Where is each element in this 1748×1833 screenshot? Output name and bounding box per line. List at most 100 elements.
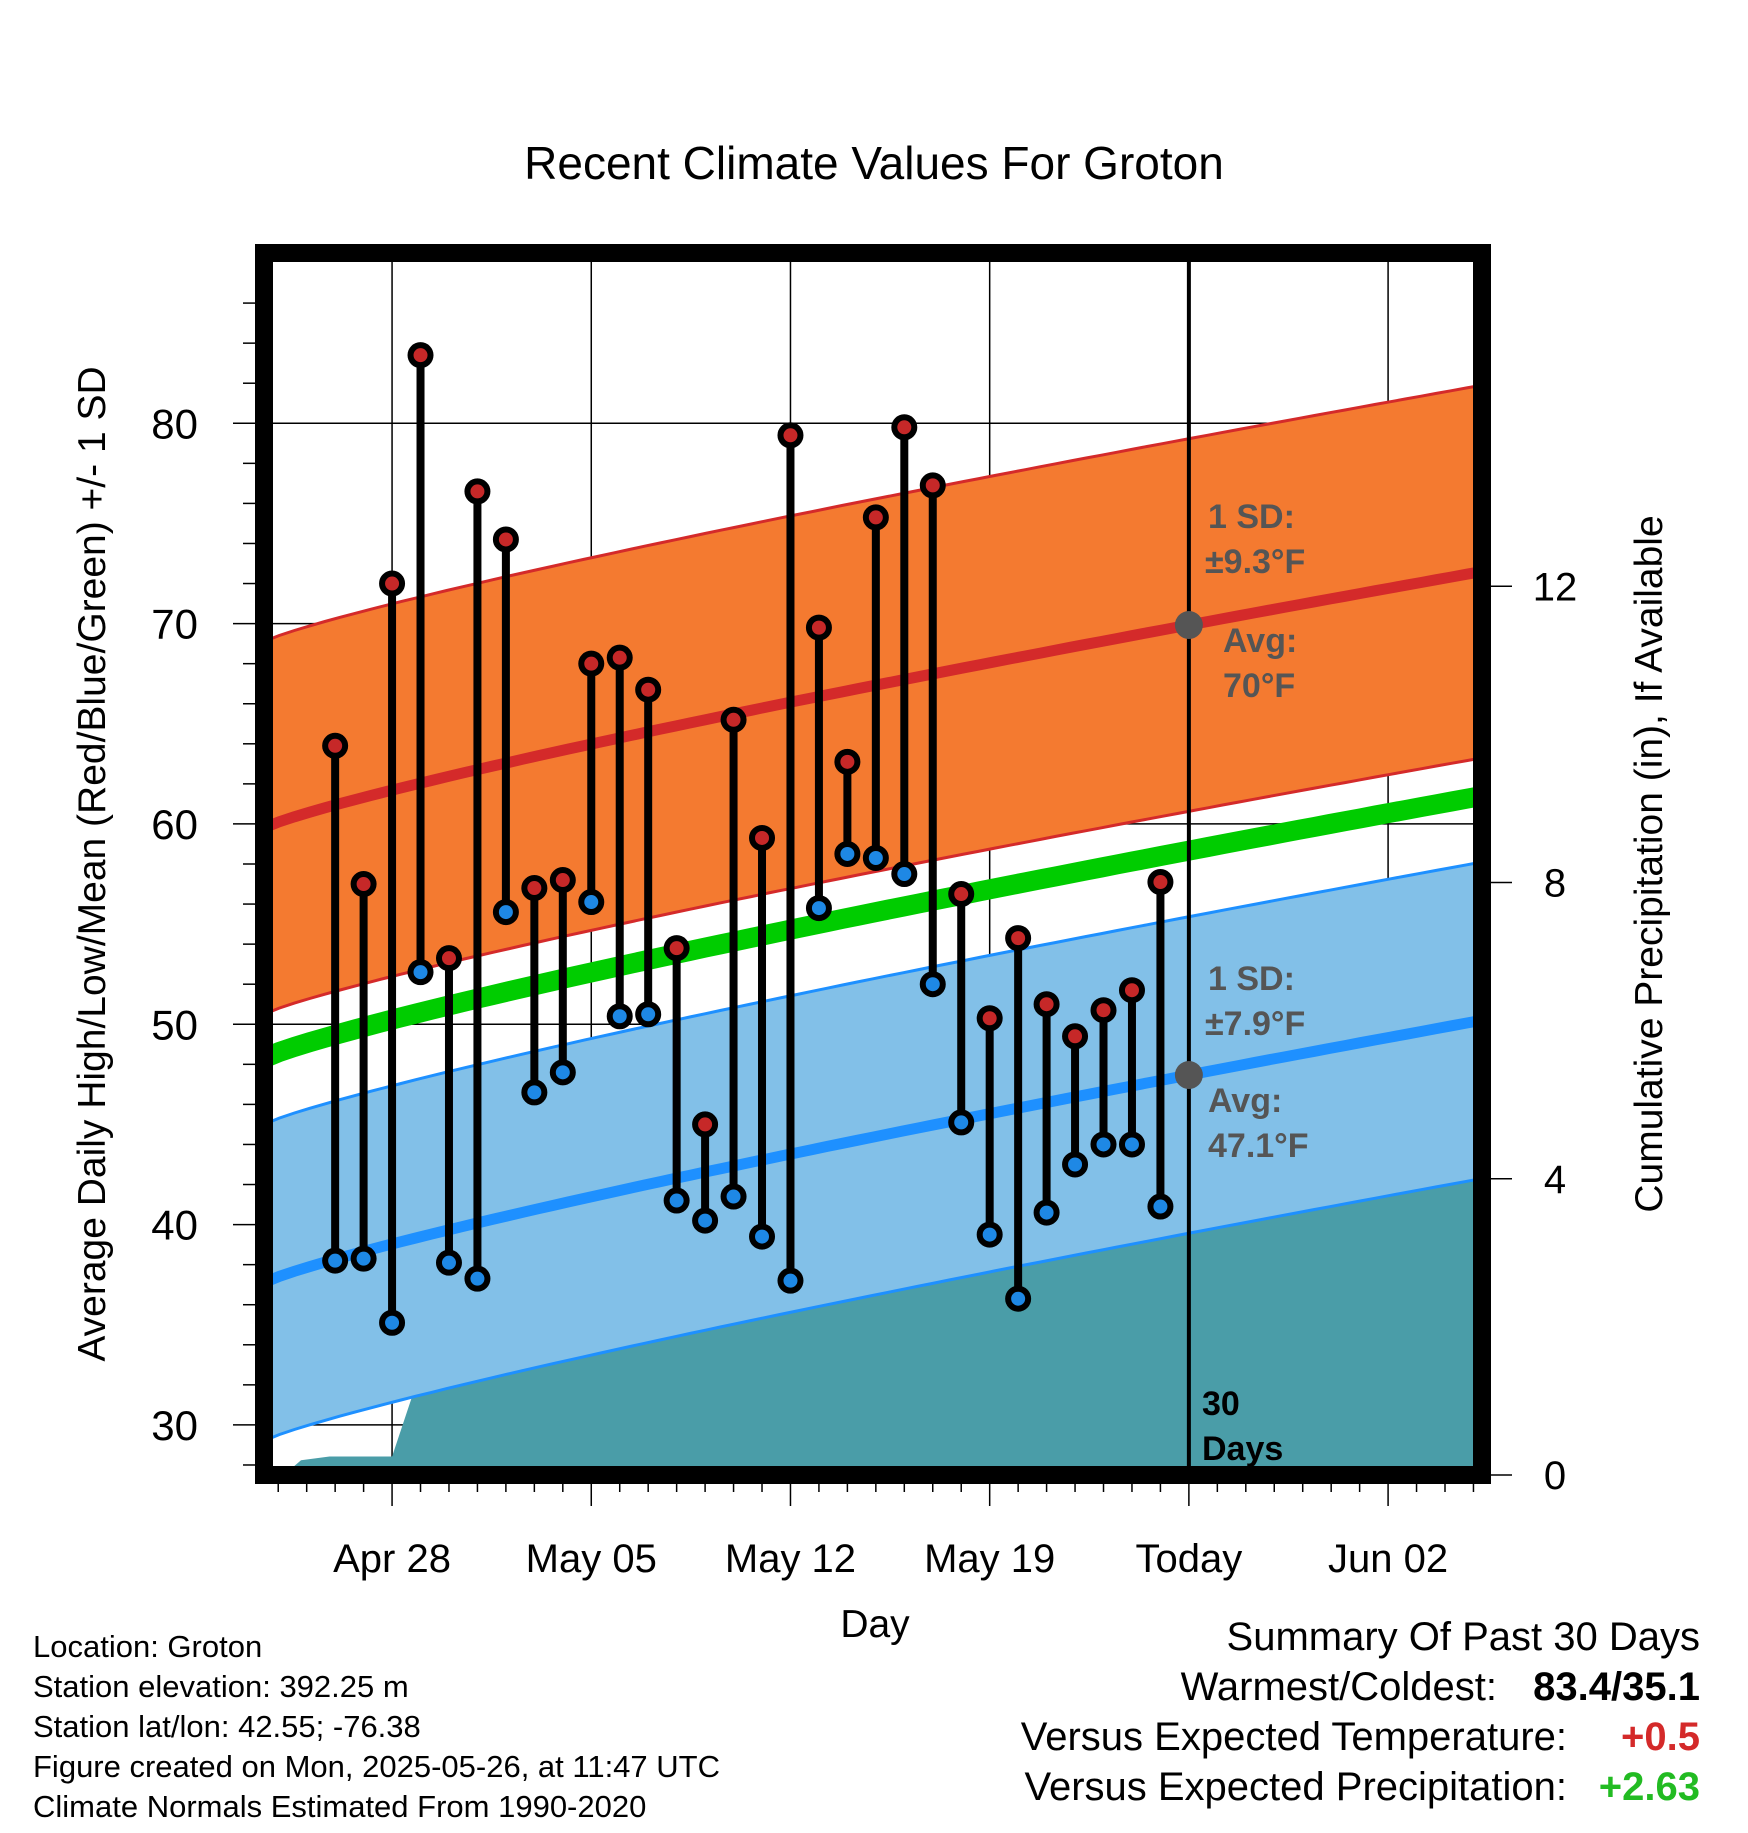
daily-low-point [435, 1249, 462, 1276]
right-axis: 0 4 8 12 [1491, 565, 1577, 1498]
daily-low-point [464, 1265, 491, 1292]
daily-observation [350, 871, 377, 1272]
daily-high-point [1118, 977, 1145, 1004]
daily-observation [1147, 869, 1174, 1220]
daily-high-point [692, 1111, 719, 1138]
daily-observation [578, 650, 605, 916]
daily-low-point [720, 1183, 747, 1210]
daily-low-point [379, 1309, 406, 1336]
daily-low-point [1033, 1199, 1060, 1226]
high-avg-value: 70°F [1223, 667, 1295, 705]
left-tick-label: 60 [151, 801, 198, 848]
daily-high-point [350, 871, 377, 898]
low-sd-band [264, 862, 1482, 1441]
daily-low-point [521, 1079, 548, 1106]
daily-high-point [407, 342, 434, 369]
right-tick-label: 0 [1544, 1454, 1566, 1498]
daily-high-point [663, 935, 690, 962]
daily-observation [948, 881, 975, 1136]
low-avg-label: Avg: [1208, 1082, 1282, 1120]
daily-observation [777, 422, 804, 1294]
low-sd-lower-edge [264, 1177, 1482, 1443]
high-sd-upper-edge [264, 383, 1482, 643]
daily-high-point [919, 472, 946, 499]
left-tick-label: 50 [151, 1001, 198, 1048]
bottom-axis: Apr 28 May 05 May 12 May 19 Today Jun 02 [277, 1484, 1475, 1581]
summary-precip-label: Versus Expected Precipitation: [1024, 1765, 1567, 1809]
daily-low-point [322, 1247, 349, 1274]
annotations: 1 SD: ±9.3°F Avg: 70°F 1 SD: ±7.9°F Avg:… [1202, 498, 1309, 1468]
daily-observation [834, 748, 861, 867]
daily-observation [492, 526, 519, 926]
normal-low-line [264, 1014, 1482, 1288]
daily-low-point [635, 1001, 662, 1028]
daily-observation [805, 614, 832, 922]
daily-low-point [350, 1245, 377, 1272]
daily-high-point [435, 945, 462, 972]
summary-warm-cold-value: 83.4/35.1 [1533, 1665, 1700, 1709]
daily-observation [1062, 1023, 1089, 1178]
summary-heading: Summary Of Past 30 Days [1227, 1615, 1700, 1659]
info-normals: Climate Normals Estimated From 1990-2020 [33, 1789, 646, 1824]
daily-observation [407, 342, 434, 986]
daily-low-point [919, 971, 946, 998]
daily-observations [322, 342, 1174, 1336]
bottom-tick-label: Today [1136, 1537, 1243, 1581]
high-sd-lower-edge [264, 756, 1482, 1016]
info-location: Location: Groton [33, 1629, 262, 1664]
bottom-tick-label: Jun 02 [1328, 1537, 1448, 1581]
daily-low-point [1005, 1285, 1032, 1312]
summary-precip-value: +2.63 [1599, 1765, 1700, 1809]
daily-low-point [1147, 1193, 1174, 1220]
daily-low-point [862, 844, 889, 871]
daily-high-point [1147, 869, 1174, 896]
normal-mean-line [264, 786, 1482, 1068]
daily-low-point [891, 861, 918, 888]
daily-low-point [1090, 1131, 1117, 1158]
daily-high-point [720, 706, 747, 733]
daily-observation [549, 867, 576, 1086]
daily-high-point [578, 650, 605, 677]
daily-observation [663, 935, 690, 1214]
daily-observation [1118, 977, 1145, 1158]
daily-low-point [492, 899, 519, 926]
daily-observation [1033, 991, 1060, 1226]
daily-high-point [635, 676, 662, 703]
daily-high-point [521, 875, 548, 902]
left-tick-label: 70 [151, 601, 198, 648]
info-elevation: Station elevation: 392.25 m [33, 1669, 409, 1704]
daily-high-point [805, 614, 832, 641]
chart-title: Recent Climate Values For Groton [524, 137, 1224, 189]
daily-high-point [492, 526, 519, 553]
daily-high-point [976, 1005, 1003, 1032]
daily-low-point [663, 1187, 690, 1214]
daily-high-point [749, 824, 776, 851]
daily-low-point [549, 1059, 576, 1086]
low-sd-upper-edge [264, 860, 1482, 1126]
daily-low-point [578, 889, 605, 916]
daily-low-point [976, 1221, 1003, 1248]
y-axis-label-left: Average Daily High/Low/Mean (Red/Blue/Gr… [71, 366, 114, 1361]
left-axis: 30 40 50 60 70 80 [151, 302, 255, 1466]
daily-observation [322, 732, 349, 1274]
daily-low-point [407, 959, 434, 986]
bottom-tick-label: May 19 [924, 1537, 1055, 1581]
daily-high-point [322, 732, 349, 759]
daily-observation [720, 706, 747, 1210]
plot-frame [255, 244, 1491, 1484]
days-label: Days [1202, 1430, 1283, 1468]
bottom-tick-label: May 12 [725, 1537, 856, 1581]
daily-high-point [834, 748, 861, 775]
summary-temp-label: Versus Expected Temperature: [1021, 1715, 1567, 1759]
daily-observation [435, 945, 462, 1276]
daily-low-point [749, 1223, 776, 1250]
high-sd-value: ±9.3°F [1205, 543, 1305, 581]
info-latlon: Station lat/lon: 42.55; -76.38 [33, 1709, 421, 1744]
daily-observation [1090, 997, 1117, 1158]
high-avg-label: Avg: [1223, 622, 1297, 660]
low-sd-value: ±7.9°F [1205, 1005, 1305, 1043]
daily-low-point [606, 1003, 633, 1030]
daily-high-point [777, 422, 804, 449]
